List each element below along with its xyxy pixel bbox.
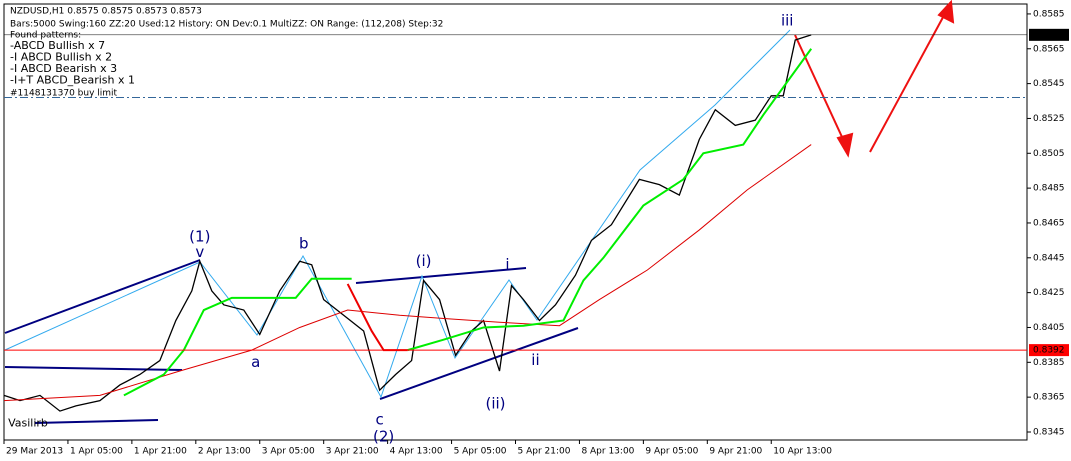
level-box — [1029, 344, 1069, 357]
x-tick-label: 5 Apr 21:00 — [518, 447, 571, 457]
trend-lines — [4, 259, 579, 424]
x-tick-label: 3 Apr 21:00 — [326, 447, 379, 457]
x-tick-label: 1 Apr 05:00 — [70, 447, 123, 457]
arrow — [869, 7, 949, 153]
x-tick-label: 5 Apr 05:00 — [454, 447, 507, 457]
y-tick-label: 0.8545 — [1033, 79, 1065, 89]
y-tick-label: 0.8565 — [1033, 44, 1065, 54]
y-tick-label: 0.8505 — [1033, 149, 1065, 159]
arrow-head — [937, 0, 955, 24]
wave-label: (i) — [416, 252, 432, 270]
x-tick-label: 9 Apr 05:00 — [645, 447, 698, 457]
wave-label: i — [505, 255, 509, 273]
x-tick-label: 4 Apr 13:00 — [390, 447, 443, 457]
wave-label: (1) — [189, 227, 210, 245]
x-tick-label: 3 Apr 05:00 — [262, 447, 315, 457]
x-tick-label: 9 Apr 21:00 — [709, 447, 762, 457]
level-label: 0.8573 — [1033, 30, 1065, 40]
arrow — [794, 34, 849, 151]
wave-label: (ii) — [485, 395, 505, 413]
pattern: -I+T ABCD_Bearish x 1 — [10, 74, 135, 87]
header: NZDUSD,H1 0.8575 0.8575 0.8573 0.8573 — [10, 7, 202, 17]
wave-label: a — [251, 353, 260, 371]
series-line — [123, 277, 352, 397]
trend-line — [34, 419, 159, 424]
series-line — [3, 144, 812, 402]
y-tick-label: 0.8445 — [1033, 253, 1065, 263]
trend-line — [4, 259, 201, 334]
y-tick-label: 0.8365 — [1033, 393, 1065, 403]
wave-label: (2) — [373, 428, 394, 446]
series-line — [407, 48, 813, 352]
pattern: -I ABCD Bearish x 3 — [10, 62, 117, 75]
trend-line — [379, 327, 579, 400]
y-tick-label: 0.8405 — [1033, 323, 1065, 333]
patterns-title: Found patterns: — [10, 31, 81, 41]
x-tick-label: 8 Apr 13:00 — [581, 447, 634, 457]
wave-label: Vasilirb — [8, 416, 48, 429]
x-tick-label: 1 Apr 21:00 — [134, 447, 187, 457]
wave-label: b — [299, 234, 309, 252]
level-box — [1029, 28, 1069, 41]
pattern: -ABCD Bullish x 7 — [10, 39, 105, 52]
y-tick-label: 0.8385 — [1033, 358, 1065, 368]
y-tick-label: 0.8585 — [1033, 9, 1065, 19]
wave-label: v — [195, 243, 204, 261]
order-label: #1148131370 buy limit — [10, 89, 118, 99]
y-tick-label: 0.8525 — [1033, 114, 1065, 124]
zigzag — [4, 29, 791, 399]
x-tick-label: 2 Apr 13:00 — [198, 447, 251, 457]
level-label: 0.8392 — [1033, 346, 1065, 356]
pattern: -I ABCD Bullish x 2 — [10, 51, 112, 64]
wave-label: c — [376, 410, 384, 428]
zigzag-line — [4, 29, 791, 399]
arrows — [794, 0, 955, 158]
y-tick-label: 0.8485 — [1033, 184, 1065, 194]
y-tick-label: 0.8345 — [1033, 427, 1065, 437]
info: Bars:5000 Swing:160 ZZ:20 Used:12 Histor… — [10, 20, 443, 30]
x-tick-label: 10 Apr 13:00 — [773, 447, 832, 457]
trend-line — [4, 366, 183, 371]
wave-label: ii — [531, 351, 539, 369]
y-tick-label: 0.8425 — [1033, 288, 1065, 298]
x-tick-label: 29 Mar 2013 — [6, 447, 63, 457]
arrow-head — [836, 132, 854, 158]
y-tick-label: 0.8465 — [1033, 218, 1065, 228]
series-line — [3, 34, 812, 412]
wave-label: iii — [781, 11, 794, 29]
trend-line — [355, 267, 527, 284]
